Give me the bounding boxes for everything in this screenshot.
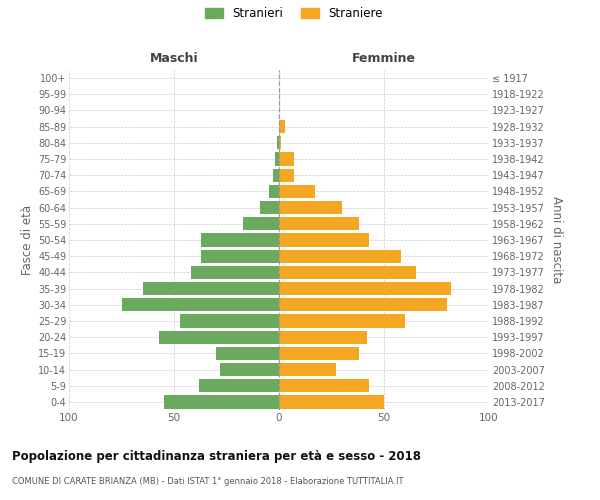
Y-axis label: Fasce di età: Fasce di età xyxy=(20,205,34,275)
Text: COMUNE DI CARATE BRIANZA (MB) - Dati ISTAT 1° gennaio 2018 - Elaborazione TUTTIT: COMUNE DI CARATE BRIANZA (MB) - Dati IST… xyxy=(12,478,404,486)
Bar xyxy=(279,136,281,149)
Bar xyxy=(279,217,359,230)
Bar xyxy=(202,250,279,263)
Bar xyxy=(279,396,384,408)
Bar xyxy=(279,363,336,376)
Bar xyxy=(279,266,415,279)
Bar xyxy=(244,217,279,230)
Bar xyxy=(275,152,279,166)
Bar xyxy=(279,250,401,263)
Bar xyxy=(277,136,279,149)
Legend: Stranieri, Straniere: Stranieri, Straniere xyxy=(200,2,388,25)
Bar xyxy=(191,266,279,279)
Bar xyxy=(279,298,447,312)
Bar xyxy=(260,201,279,214)
Text: Maschi: Maschi xyxy=(149,52,199,65)
Bar xyxy=(279,152,294,166)
Bar xyxy=(279,168,294,182)
Bar xyxy=(279,282,451,295)
Bar xyxy=(279,120,286,134)
Bar xyxy=(269,185,279,198)
Bar xyxy=(279,185,314,198)
Bar xyxy=(279,234,369,246)
Bar xyxy=(216,346,279,360)
Bar xyxy=(279,346,359,360)
Text: Popolazione per cittadinanza straniera per età e sesso - 2018: Popolazione per cittadinanza straniera p… xyxy=(12,450,421,463)
Y-axis label: Anni di nascita: Anni di nascita xyxy=(550,196,563,284)
Bar xyxy=(279,314,405,328)
Bar xyxy=(199,379,279,392)
Bar xyxy=(143,282,279,295)
Bar xyxy=(279,201,342,214)
Bar xyxy=(163,396,279,408)
Bar xyxy=(279,330,367,344)
Bar xyxy=(202,234,279,246)
Bar xyxy=(279,379,369,392)
Bar xyxy=(160,330,279,344)
Bar xyxy=(272,168,279,182)
Bar xyxy=(220,363,279,376)
Text: Femmine: Femmine xyxy=(352,52,416,65)
Bar xyxy=(122,298,279,312)
Bar xyxy=(181,314,279,328)
